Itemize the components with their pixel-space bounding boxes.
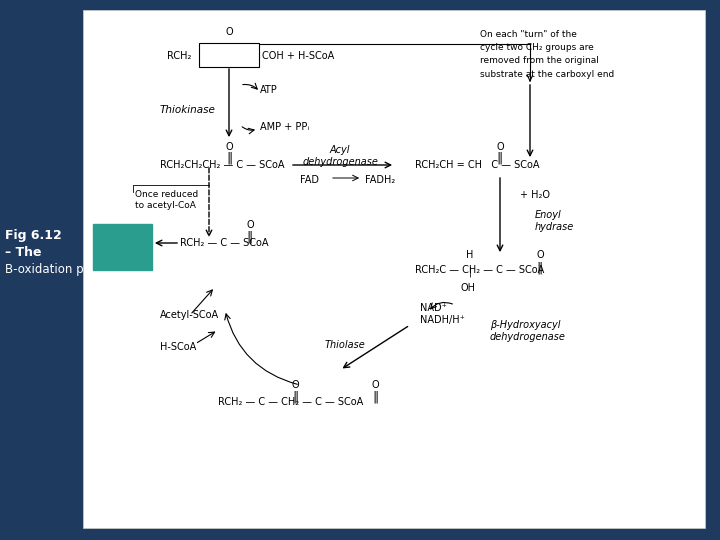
Text: ‖: ‖ xyxy=(226,152,232,165)
Text: RCH₂CH = CH   C — SCoA: RCH₂CH = CH C — SCoA xyxy=(415,160,539,170)
Text: RCH₂ — C — SCoA: RCH₂ — C — SCoA xyxy=(180,238,269,248)
Text: O: O xyxy=(372,380,379,390)
Text: Thiokinase: Thiokinase xyxy=(159,105,215,115)
Text: NADH/H⁺: NADH/H⁺ xyxy=(420,315,465,325)
Text: RCH₂: RCH₂ xyxy=(166,51,191,61)
Text: FADH₂: FADH₂ xyxy=(365,175,395,185)
FancyBboxPatch shape xyxy=(83,10,705,528)
Text: ‖: ‖ xyxy=(292,390,298,403)
Text: β-Hydroxyacyl: β-Hydroxyacyl xyxy=(490,320,560,330)
Text: OH: OH xyxy=(461,283,475,293)
Text: RCH₂C — CH₂ — C — SCoA: RCH₂C — CH₂ — C — SCoA xyxy=(415,265,544,275)
Text: RCH₂ — C — CH₂ — C — SCoA: RCH₂ — C — CH₂ — C — SCoA xyxy=(218,397,364,407)
Text: + H₂O: + H₂O xyxy=(520,190,550,200)
Text: FAD: FAD xyxy=(300,175,319,185)
Text: O: O xyxy=(246,220,254,230)
Text: dehydrogenase: dehydrogenase xyxy=(490,332,566,342)
Text: RCH₂CH₂CH₂ — C — SCoA: RCH₂CH₂CH₂ — C — SCoA xyxy=(160,160,284,170)
Text: Enoyl: Enoyl xyxy=(535,210,562,220)
Text: Acyl: Acyl xyxy=(330,145,350,155)
Text: On each "turn" of the
cycle two CH₂ groups are
removed from the original
substra: On each "turn" of the cycle two CH₂ grou… xyxy=(480,30,614,79)
Text: Thiolase: Thiolase xyxy=(325,340,365,350)
Text: O: O xyxy=(225,142,233,152)
Text: hydrase: hydrase xyxy=(535,222,575,232)
Text: Krebs
cycle: Krebs cycle xyxy=(105,236,139,258)
Text: COH + H-SCoA: COH + H-SCoA xyxy=(262,51,334,61)
FancyBboxPatch shape xyxy=(93,224,152,270)
Text: ‖: ‖ xyxy=(537,261,543,274)
Text: O: O xyxy=(291,380,299,390)
Text: CH₂CH₂: CH₂CH₂ xyxy=(211,51,247,61)
Text: Acetyl-SCoA: Acetyl-SCoA xyxy=(160,310,219,320)
Text: O: O xyxy=(496,142,504,152)
Text: – The: – The xyxy=(5,246,42,259)
Text: B-oxidation pathway: B-oxidation pathway xyxy=(5,262,127,275)
Text: O: O xyxy=(225,27,233,37)
Text: ‖: ‖ xyxy=(497,152,503,165)
Text: NAD⁺: NAD⁺ xyxy=(420,303,447,313)
Text: ‖: ‖ xyxy=(247,231,253,244)
Text: O: O xyxy=(536,250,544,260)
Text: H-SCoA: H-SCoA xyxy=(160,342,197,352)
Text: AMP + PPᵢ: AMP + PPᵢ xyxy=(260,122,310,132)
Text: Once reduced
to acetyl-CoA: Once reduced to acetyl-CoA xyxy=(135,190,198,210)
Text: H: H xyxy=(467,250,474,260)
Text: dehydrogenase: dehydrogenase xyxy=(302,157,378,167)
FancyBboxPatch shape xyxy=(199,43,259,67)
Text: ATP: ATP xyxy=(260,85,278,95)
Text: ‖: ‖ xyxy=(372,390,378,403)
Text: Fig 6.12: Fig 6.12 xyxy=(5,228,62,241)
Text: |: | xyxy=(469,267,472,277)
